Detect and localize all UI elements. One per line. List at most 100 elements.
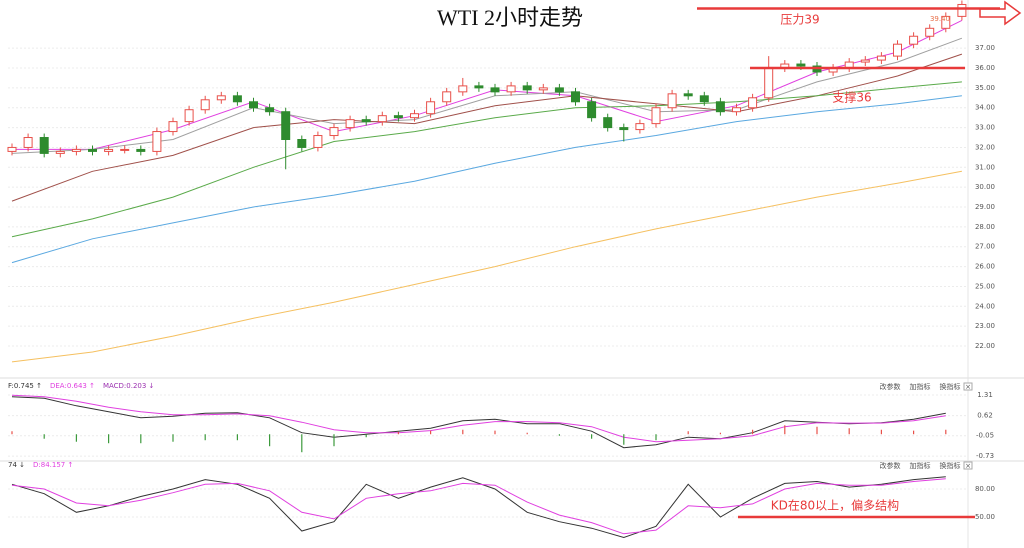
- y-tick-label: 23.00: [975, 322, 995, 330]
- y-tick-label: -0.05: [976, 432, 994, 440]
- series-line: [11, 170, 962, 363]
- candle-body: [941, 15, 951, 29]
- candle-body: [554, 87, 564, 93]
- candle-body: [55, 150, 65, 154]
- series-line: [11, 394, 946, 443]
- toolbar-button[interactable]: 换指标: [940, 461, 961, 470]
- high-label: 39.40: [930, 15, 950, 23]
- y-tick-label: 35.00: [975, 84, 995, 92]
- candle-body: [764, 67, 774, 99]
- candle-body: [796, 63, 806, 67]
- close-box[interactable]: [963, 382, 973, 391]
- candle-body: [506, 85, 516, 93]
- legend-entry: DEA:0.643 ↑: [50, 382, 95, 390]
- legend-entry: 74 ↓: [8, 461, 25, 469]
- candle-body: [748, 97, 758, 109]
- candle-body: [732, 107, 741, 113]
- y-tick-label: 29.00: [975, 203, 995, 211]
- candle-body: [522, 85, 532, 91]
- legend-entry: F:0.745 ↑: [8, 382, 42, 390]
- candle-body: [619, 127, 629, 131]
- toolbar-button[interactable]: 加指标: [910, 382, 931, 391]
- y-tick-label: 22.00: [975, 342, 995, 350]
- candle-body: [23, 137, 33, 148]
- candle-body: [297, 139, 307, 148]
- y-tick-label: 80.00: [975, 485, 995, 493]
- toolbar-button[interactable]: 加指标: [910, 461, 931, 470]
- y-tick-label: 28.00: [975, 223, 995, 231]
- candle-body: [957, 3, 967, 17]
- series-line: [11, 478, 946, 535]
- candle-body: [925, 27, 935, 37]
- candle-body: [651, 107, 661, 125]
- candle-body: [377, 115, 387, 123]
- candle-body: [490, 87, 500, 93]
- y-tick-label: 31.00: [975, 163, 995, 171]
- y-tick-label: 50.00: [975, 513, 995, 521]
- candle-body: [909, 35, 919, 45]
- candle-body: [571, 91, 580, 103]
- candle-body: [39, 137, 49, 154]
- y-tick-label: 25.00: [975, 282, 995, 290]
- y-tick-label: 27.00: [975, 243, 995, 251]
- candle-body: [458, 85, 468, 93]
- candle-body: [699, 95, 709, 103]
- candle-body: [361, 119, 371, 123]
- candle-body: [426, 101, 436, 115]
- legend-entry: D:84.157 ↑: [33, 461, 73, 469]
- candle-body: [200, 99, 210, 111]
- candle-body: [345, 119, 355, 129]
- y-tick-label: 32.00: [975, 143, 995, 151]
- candle-body: [281, 111, 291, 141]
- annotation-text: 支撑36: [832, 90, 871, 105]
- candle-body: [410, 113, 419, 119]
- y-tick-label: 33.00: [975, 124, 995, 132]
- candle-body: [474, 85, 484, 89]
- toolbar-button[interactable]: 换指标: [940, 382, 961, 391]
- toolbar-button[interactable]: ×: [965, 383, 971, 391]
- candle-body: [893, 43, 902, 57]
- candle-body: [88, 148, 97, 152]
- y-tick-label: 30.00: [975, 183, 995, 191]
- candle-body: [265, 107, 275, 113]
- series-line: [11, 396, 946, 449]
- chart-title: WTI 2小时走势: [437, 5, 583, 30]
- annotation-text: KD在80以上，偏多结构: [771, 498, 899, 513]
- candle-body: [184, 109, 194, 123]
- candle-body: [603, 117, 613, 129]
- candle-body: [876, 55, 886, 61]
- candle-body: [715, 101, 725, 113]
- candle-body: [249, 101, 258, 109]
- candle-body: [393, 115, 403, 119]
- candle-body: [538, 87, 548, 91]
- candle-body: [120, 148, 130, 151]
- candle-body: [136, 148, 146, 152]
- candle-body: [667, 93, 677, 109]
- y-tick-label: 36.00: [975, 64, 995, 72]
- candle-body: [152, 131, 162, 152]
- candle-body: [329, 127, 339, 137]
- y-tick-label: 0.62: [977, 412, 993, 420]
- legend-entry: MACD:0.203 ↓: [103, 382, 154, 390]
- toolbar-button[interactable]: 改参数: [880, 382, 901, 391]
- y-tick-label: 34.00: [975, 104, 995, 112]
- y-tick-label: 26.00: [975, 263, 995, 271]
- candle-body: [7, 146, 17, 152]
- candle-body: [216, 95, 226, 101]
- close-box[interactable]: [963, 461, 973, 470]
- candle-body: [635, 123, 645, 131]
- candle-body: [168, 121, 178, 133]
- series-line: [11, 476, 946, 539]
- candle-body: [860, 59, 870, 63]
- candle-body: [442, 91, 452, 103]
- candle-body: [104, 148, 114, 152]
- series-line: [11, 95, 962, 264]
- y-tick-label: 1.31: [977, 391, 993, 399]
- annotation-text: 压力39: [780, 13, 819, 27]
- toolbar-button[interactable]: 改参数: [880, 461, 901, 470]
- y-tick-label: 24.00: [975, 302, 995, 310]
- candle-body: [587, 101, 597, 119]
- series-line: [11, 81, 962, 238]
- toolbar-button[interactable]: ×: [965, 462, 971, 470]
